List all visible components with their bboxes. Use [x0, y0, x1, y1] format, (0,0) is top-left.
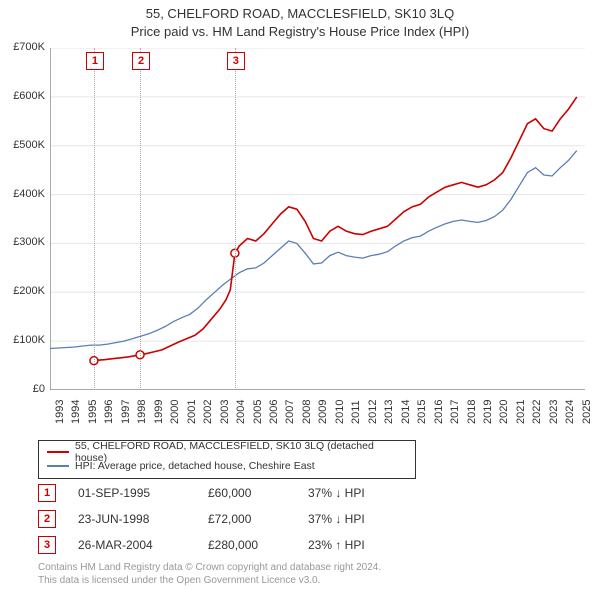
sale-row-1: 1 01-SEP-1995 £60,000 37% ↓ HPI [38, 480, 558, 506]
legend-swatch-property [47, 451, 69, 453]
sale-date-1: 01-SEP-1995 [78, 486, 208, 500]
sale-price-3: £280,000 [208, 538, 308, 552]
x-tick-label: 1999 [153, 400, 165, 424]
legend-swatch-hpi [47, 465, 69, 467]
x-tick-label: 1998 [136, 400, 148, 424]
footnote-line2: This data is licensed under the Open Gov… [38, 575, 320, 586]
sale-date-3: 26-MAR-2004 [78, 538, 208, 552]
x-tick-label: 2000 [169, 400, 181, 424]
footnote: Contains HM Land Registry data © Crown c… [38, 562, 568, 587]
x-tick-label: 2003 [219, 400, 231, 424]
x-tick-label: 2023 [548, 400, 560, 424]
sale-box-1: 1 [38, 484, 56, 502]
x-tick-label: 2007 [284, 400, 296, 424]
sale-markers-table: 1 01-SEP-1995 £60,000 37% ↓ HPI 2 23-JUN… [38, 480, 558, 558]
sale-box-2: 2 [38, 510, 56, 528]
marker-box-1: 1 [86, 52, 104, 70]
x-tick-label: 2012 [367, 400, 379, 424]
x-tick-label: 2010 [334, 400, 346, 424]
x-tick-label: 2013 [383, 400, 395, 424]
chart-title-sub: Price paid vs. HM Land Registry's House … [0, 24, 600, 39]
x-tick-label: 2016 [433, 400, 445, 424]
y-tick-label: £0 [1, 383, 45, 395]
sale-delta-2: 37% ↓ HPI [308, 512, 428, 526]
x-tick-label: 2006 [268, 400, 280, 424]
x-tick-label: 2021 [515, 400, 527, 424]
chart-svg [50, 48, 585, 390]
sale-box-3: 3 [38, 536, 56, 554]
sale-date-2: 23-JUN-1998 [78, 512, 208, 526]
x-tick-label: 2001 [186, 400, 198, 424]
x-tick-label: 2011 [350, 400, 362, 424]
chart-title-address: 55, CHELFORD ROAD, MACCLESFIELD, SK10 3L… [0, 6, 600, 21]
y-tick-label: £200K [1, 285, 45, 297]
x-tick-label: 1996 [103, 400, 115, 424]
y-tick-label: £500K [1, 139, 45, 151]
footnote-line1: Contains HM Land Registry data © Crown c… [38, 562, 381, 573]
x-tick-label: 2005 [252, 400, 264, 424]
sale-price-2: £72,000 [208, 512, 308, 526]
x-tick-label: 2022 [531, 400, 543, 424]
x-tick-label: 1997 [120, 400, 132, 424]
sale-row-3: 3 26-MAR-2004 £280,000 23% ↑ HPI [38, 532, 558, 558]
sale-delta-3: 23% ↑ HPI [308, 538, 428, 552]
x-tick-label: 2015 [416, 400, 428, 424]
x-tick-label: 2019 [482, 400, 494, 424]
chart-area: 1 2 3 [50, 48, 585, 390]
x-tick-label: 2004 [235, 400, 247, 424]
y-tick-label: £400K [1, 188, 45, 200]
x-tick-label: 2009 [317, 400, 329, 424]
x-tick-label: 1995 [87, 400, 99, 424]
x-tick-label: 2017 [449, 400, 461, 424]
x-tick-label: 1994 [70, 400, 82, 424]
x-tick-label: 2002 [202, 400, 214, 424]
y-tick-label: £300K [1, 236, 45, 248]
legend-label-hpi: HPI: Average price, detached house, Ches… [75, 460, 315, 472]
marker-line [140, 48, 141, 390]
sale-price-1: £60,000 [208, 486, 308, 500]
x-tick-label: 1993 [54, 400, 66, 424]
x-tick-label: 2014 [400, 400, 412, 424]
sale-delta-1: 37% ↓ HPI [308, 486, 428, 500]
legend-row-property: 55, CHELFORD ROAD, MACCLESFIELD, SK10 3L… [47, 445, 407, 459]
page: 55, CHELFORD ROAD, MACCLESFIELD, SK10 3L… [0, 0, 600, 590]
sale-row-2: 2 23-JUN-1998 £72,000 37% ↓ HPI [38, 506, 558, 532]
x-tick-label: 2024 [564, 400, 576, 424]
x-tick-label: 2008 [301, 400, 313, 424]
legend-box: 55, CHELFORD ROAD, MACCLESFIELD, SK10 3L… [38, 440, 416, 479]
x-tick-label: 2025 [581, 400, 593, 424]
y-tick-label: £700K [1, 41, 45, 53]
y-tick-label: £100K [1, 334, 45, 346]
marker-line [94, 48, 95, 390]
x-tick-label: 2018 [466, 400, 478, 424]
marker-line [235, 48, 236, 390]
marker-box-2: 2 [132, 52, 150, 70]
y-tick-label: £600K [1, 90, 45, 102]
marker-box-3: 3 [227, 52, 245, 70]
x-tick-label: 2020 [498, 400, 510, 424]
